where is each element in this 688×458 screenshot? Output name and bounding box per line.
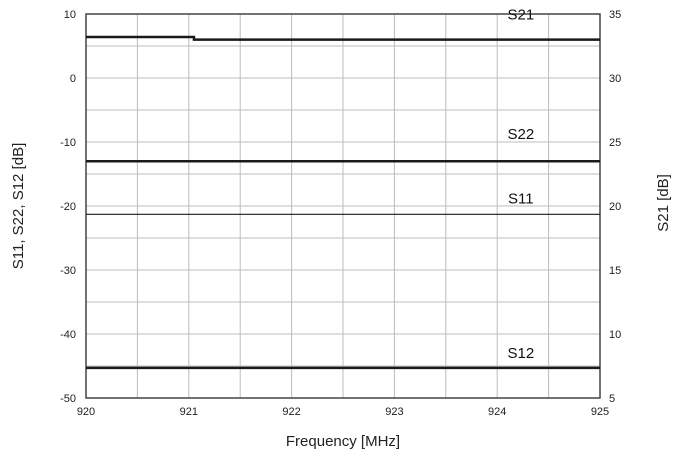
plot-frame bbox=[85, 13, 601, 399]
series-lines bbox=[86, 35, 600, 370]
left-y-tick-label: -10 bbox=[60, 137, 76, 149]
x-tick-label: 923 bbox=[385, 406, 403, 418]
x-tick-labels: 920 921 922 923 924 925 bbox=[77, 406, 609, 418]
left-y-tick-label: -30 bbox=[60, 265, 76, 277]
left-y-axis-label: S11, S22, S12 [dB] bbox=[10, 143, 27, 269]
x-tick-label: 920 bbox=[77, 406, 95, 418]
x-tick-label: 921 bbox=[180, 406, 198, 418]
x-tick-label: 922 bbox=[282, 406, 300, 418]
series-label-s11: S11 bbox=[508, 190, 534, 207]
right-y-tick-label: 5 bbox=[609, 393, 615, 405]
right-y-tick-label: 10 bbox=[609, 329, 621, 341]
series-line-s21 bbox=[86, 35, 600, 41]
grid bbox=[86, 14, 600, 398]
right-y-tick-label: 35 bbox=[609, 9, 621, 21]
right-y-tick-label: 25 bbox=[609, 137, 621, 149]
left-y-tick-labels: 10 0 -10 -20 -30 -40 -50 bbox=[60, 9, 76, 405]
x-tick-label: 925 bbox=[591, 406, 609, 418]
x-tick-label: 924 bbox=[488, 406, 506, 418]
right-y-tick-label: 15 bbox=[609, 265, 621, 277]
series-label-s22: S22 bbox=[507, 126, 534, 143]
series-label-s21: S21 bbox=[507, 7, 534, 24]
right-y-tick-label: 20 bbox=[609, 201, 621, 213]
right-y-axis-label: S21 [dB] bbox=[655, 174, 672, 232]
series-labels: S21 S22 S11 S12 bbox=[507, 7, 534, 362]
right-y-tick-labels: 35 30 25 20 15 10 5 bbox=[609, 9, 621, 405]
x-axis-label: Frequency [MHz] bbox=[286, 433, 400, 450]
right-y-tick-label: 30 bbox=[609, 73, 621, 85]
left-y-tick-label: -20 bbox=[60, 201, 76, 213]
left-y-tick-label: 10 bbox=[64, 9, 76, 21]
left-y-tick-label: -40 bbox=[60, 329, 76, 341]
left-y-tick-label: 0 bbox=[70, 73, 76, 85]
series-label-s12: S12 bbox=[507, 345, 534, 362]
left-y-tick-label: -50 bbox=[60, 393, 76, 405]
